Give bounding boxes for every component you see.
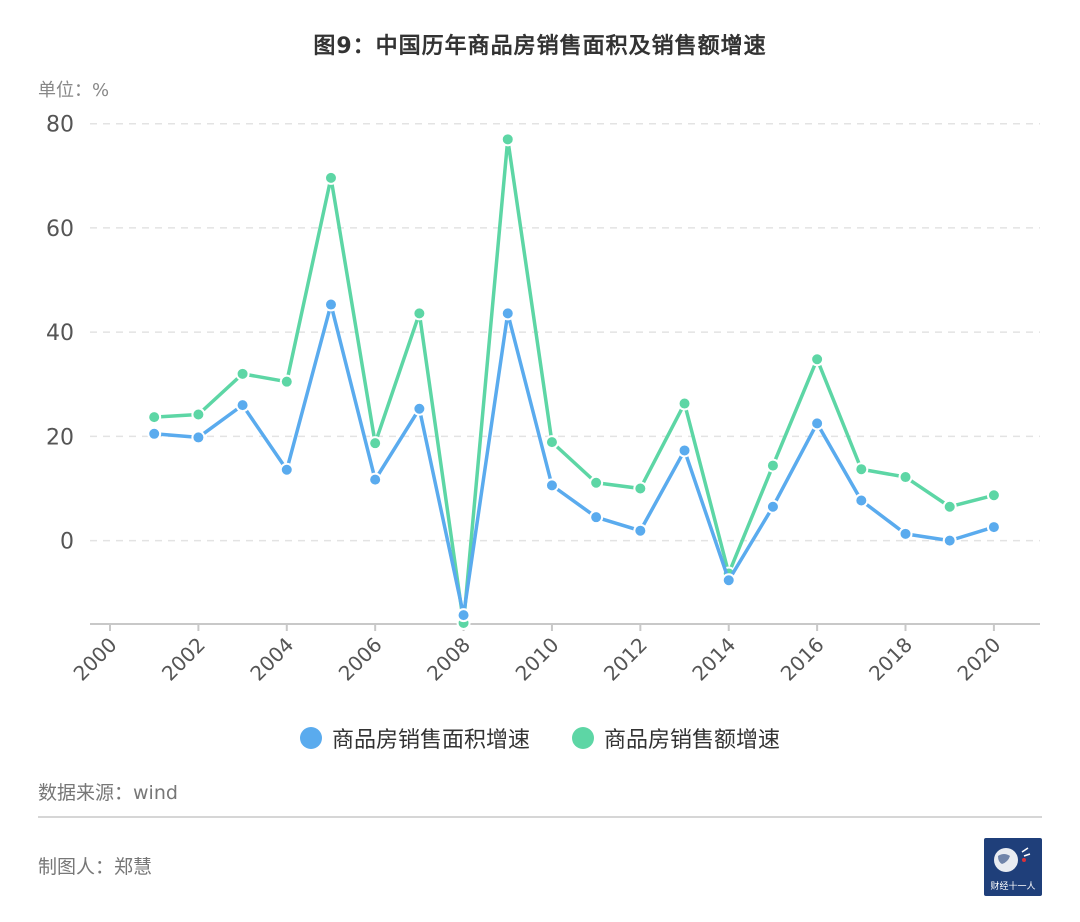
point-sales-2006 <box>368 436 383 451</box>
point-sales-2019 <box>942 499 957 514</box>
point-sales-2009 <box>500 132 515 147</box>
data-source: 数据来源：wind <box>38 782 178 804</box>
legend-item-area[interactable]: 商品房销售面积增速 <box>299 722 530 754</box>
grid-layer <box>90 122 1040 542</box>
point-sales-2018 <box>898 470 913 485</box>
point-area-2004 <box>279 462 294 477</box>
x-tick-label-2008: 2008 <box>422 633 475 686</box>
footer-divider <box>38 816 1042 818</box>
x-tick-label-2012: 2012 <box>599 633 652 686</box>
point-sales-2007 <box>412 306 427 321</box>
legend-item-sales[interactable]: 商品房销售额增速 <box>572 722 780 754</box>
x-tick-label-2020: 2020 <box>952 633 1005 686</box>
point-area-2008 <box>456 608 471 623</box>
logo-text: 财经十一人 <box>990 882 1036 892</box>
x-tick-label-2002: 2002 <box>157 633 210 686</box>
point-area-2017 <box>854 493 869 508</box>
point-area-2009 <box>500 306 515 321</box>
chart-author: 制图人：郑慧 <box>38 856 153 878</box>
unit-label: 单位：% <box>38 80 110 101</box>
legend: 商品房销售面积增速 商品房销售额增速 <box>0 722 1080 754</box>
point-area-2015 <box>765 499 780 514</box>
point-area-2011 <box>589 510 604 525</box>
point-area-2005 <box>323 297 338 312</box>
chart-title: 图9：中国历年商品房销售面积及销售额增速 <box>313 34 767 59</box>
point-sales-2005 <box>323 170 338 185</box>
publisher-logo: 财经十一人 <box>984 838 1042 896</box>
globe-icon <box>994 847 1031 872</box>
legend-marker-area <box>299 727 322 749</box>
legend-marker-sales <box>572 727 594 749</box>
point-area-2007 <box>412 401 427 416</box>
x-tick-label-2010: 2010 <box>511 633 564 686</box>
point-sales-2020 <box>986 488 1001 503</box>
point-area-2020 <box>986 520 1001 535</box>
point-area-2018 <box>898 526 913 541</box>
point-area-2003 <box>235 398 250 413</box>
point-sales-2015 <box>765 458 780 473</box>
point-area-2001 <box>147 426 162 441</box>
legend-label-sales: 商品房销售额增速 <box>604 728 781 753</box>
point-area-2014 <box>721 573 736 588</box>
series-layer <box>147 132 1001 630</box>
y-tick-label-20: 20 <box>46 425 74 450</box>
y-tick-label-80: 80 <box>46 113 74 138</box>
point-sales-2017 <box>854 462 869 477</box>
point-sales-2002 <box>191 407 206 422</box>
x-tick-label-2004: 2004 <box>245 633 298 686</box>
point-sales-2010 <box>544 435 559 450</box>
axis-layer: 0 20 40 60 80 2000 2002 2004 2006 2008 2010 2012 201… <box>46 113 1040 686</box>
point-area-2006 <box>368 472 383 487</box>
legend-label-area: 商品房销售面积增速 <box>331 728 530 753</box>
series-line-area <box>154 302 995 617</box>
y-tick-label-0: 0 <box>60 530 74 555</box>
point-sales-2012 <box>633 481 648 496</box>
point-area-2012 <box>633 523 648 538</box>
y-tick-label-60: 60 <box>46 217 74 242</box>
x-tick-label-2014: 2014 <box>687 633 740 686</box>
point-sales-2004 <box>279 374 294 389</box>
point-sales-2001 <box>147 410 162 425</box>
line-chart: 0 20 40 60 80 2000 2002 2004 2006 2008 2010 2012 201… <box>46 113 1040 686</box>
x-tick-label-2018: 2018 <box>864 633 917 686</box>
point-area-2010 <box>544 478 559 493</box>
point-area-2016 <box>810 416 825 431</box>
point-area-2013 <box>677 443 692 458</box>
y-tick-label-40: 40 <box>46 321 74 346</box>
point-sales-2011 <box>589 475 604 490</box>
point-area-2002 <box>191 430 206 445</box>
point-area-2019 <box>942 533 957 548</box>
x-tick-label-2006: 2006 <box>334 633 387 686</box>
point-sales-2003 <box>235 366 250 381</box>
series-line-sales <box>154 137 995 625</box>
x-tick-label-2016: 2016 <box>776 633 829 686</box>
point-sales-2013 <box>677 396 692 411</box>
x-tick-label-2000: 2000 <box>69 633 122 686</box>
point-sales-2016 <box>810 352 825 367</box>
